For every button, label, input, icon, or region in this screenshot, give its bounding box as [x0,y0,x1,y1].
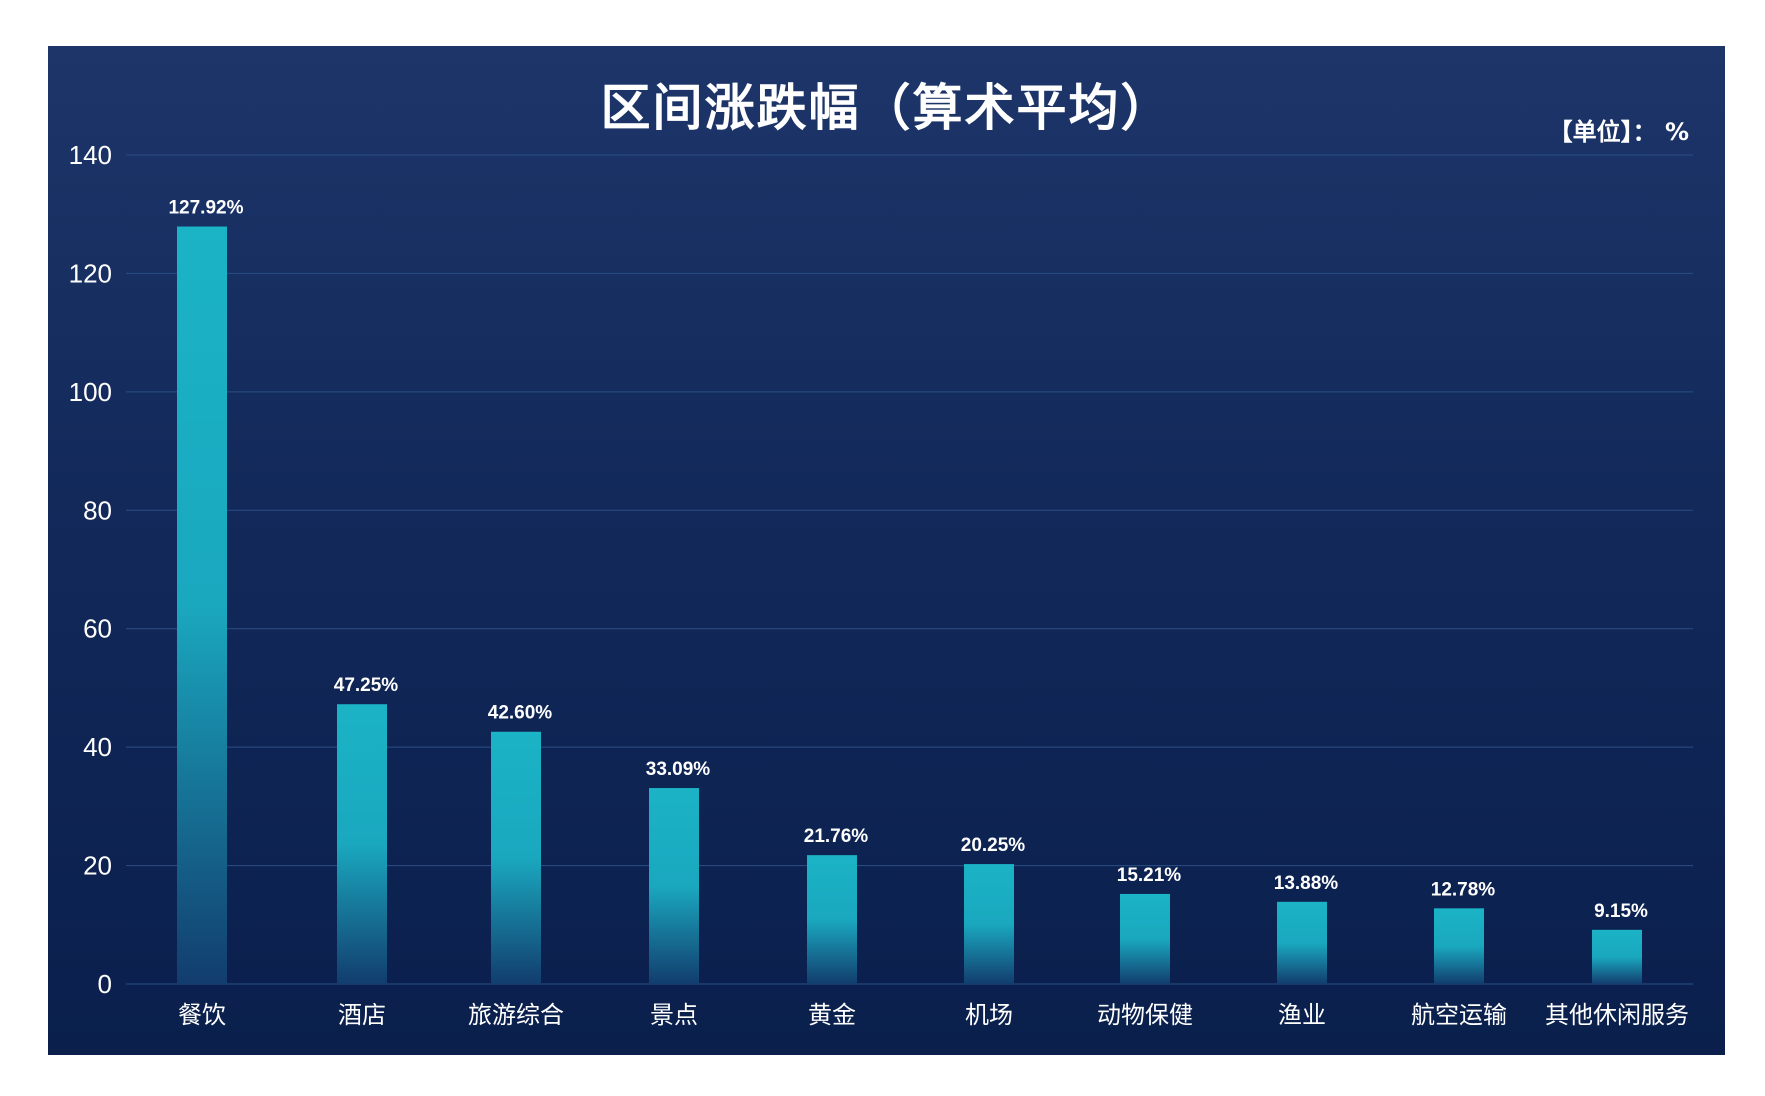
value-labels: 127.92% 47.25% 42.60% 33.09% 21.76% 20.25% 15.… [168,198,1648,922]
data-label: 9.15% [1594,901,1648,922]
bars [177,226,1642,984]
y-tick-label: 80 [83,495,112,525]
data-label: 12.78% [1431,879,1496,900]
bar-chart: 0 20 40 60 80 100 120 140 127.92% 47.25% 42.60% 33… [69,140,1693,1029]
bar [491,731,541,984]
x-tick-label: 黄金 [808,1001,856,1029]
x-tick-label: 机场 [965,1001,1013,1029]
data-label: 15.21% [1117,865,1182,886]
x-tick-label: 动物保健 [1097,1001,1193,1029]
y-tick-label: 120 [69,258,112,288]
bar [177,226,227,984]
data-label: 20.25% [961,835,1026,856]
data-label: 127.92% [168,198,243,219]
y-tick-label: 0 [98,969,112,999]
bar [337,704,387,984]
y-tick-label: 20 [83,851,112,881]
bar [1277,901,1327,984]
bar [1592,929,1642,984]
bar [964,864,1014,984]
data-label: 21.76% [804,826,869,847]
y-tick-label: 140 [69,140,112,170]
x-axis: 餐饮 酒店 旅游综合 景点 黄金 机场 动物保健 渔业 航空运输 其他休闲服务 [178,1001,1689,1029]
x-tick-label: 旅游综合 [468,1001,564,1029]
chart-title: 区间涨跌幅（算术平均） [600,79,1173,137]
unit-label: 【单位】： % [1548,118,1689,146]
y-tick-label: 60 [83,614,112,644]
y-tick-label: 40 [83,732,112,762]
x-tick-label: 景点 [650,1001,698,1029]
gridlines [126,154,1693,985]
data-label: 47.25% [334,675,399,696]
bar [1434,908,1484,984]
data-label: 33.09% [646,759,711,780]
bar [649,788,699,984]
data-label: 13.88% [1274,873,1339,894]
chart-panel: 区间涨跌幅（算术平均） 【单位】： % 0 20 40 60 80 100 120 140 1… [48,46,1725,1055]
x-tick-label: 餐饮 [178,1001,226,1029]
bar [1120,893,1170,984]
y-tick-label: 100 [69,377,112,407]
bar [807,855,857,984]
data-label: 42.60% [488,703,553,724]
x-tick-label: 其他休闲服务 [1545,1001,1689,1029]
y-axis: 0 20 40 60 80 100 120 140 [69,140,112,999]
x-tick-label: 渔业 [1278,1001,1326,1029]
x-tick-label: 酒店 [338,1001,386,1029]
x-tick-label: 航空运输 [1411,1001,1507,1029]
